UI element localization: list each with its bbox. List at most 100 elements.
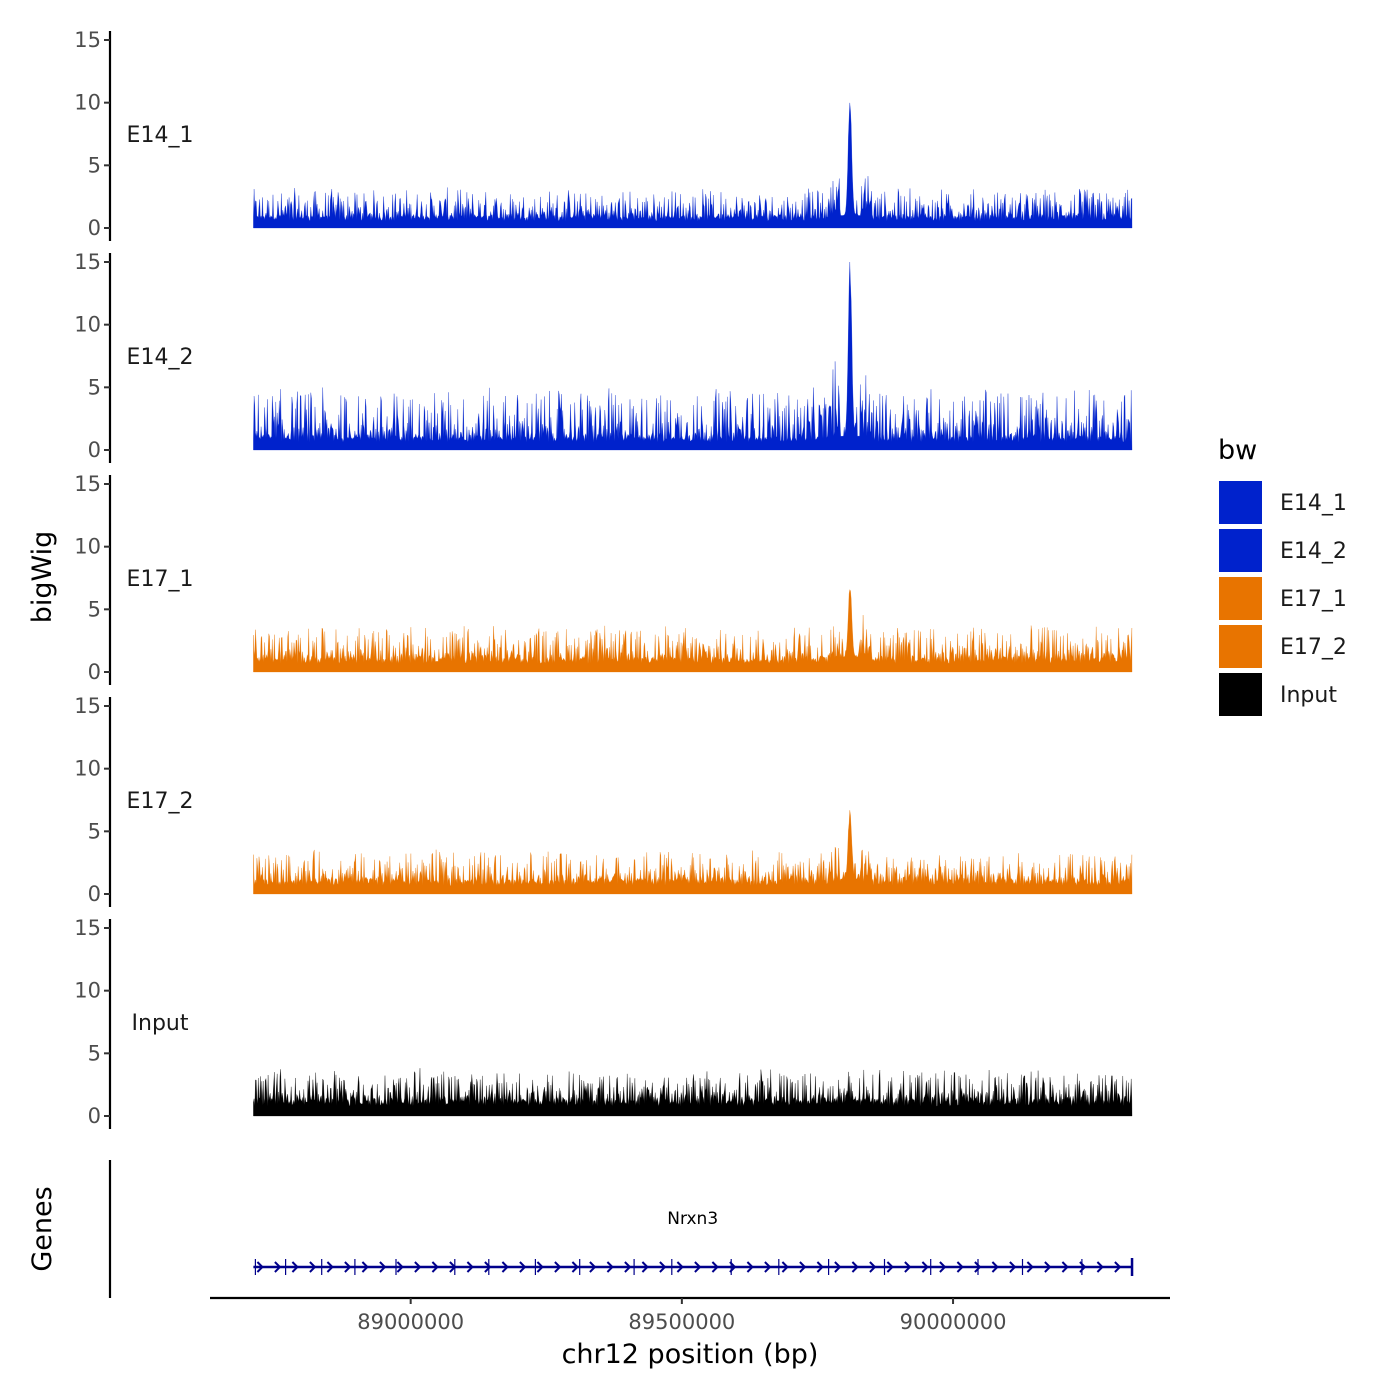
y-tick-label: 5 — [88, 375, 101, 399]
strand-chevron — [1114, 1261, 1122, 1273]
strand-chevron — [869, 1261, 877, 1273]
y-tick-label: 5 — [88, 819, 101, 843]
strand-chevron — [484, 1261, 492, 1273]
signal-tracks: 0 5 10 15 E14_1 0 5 10 15 E14_2 0 5 10 15 E17_1 0 5 10 15 E… — [74, 28, 1133, 1129]
legend-swatch-E17_1 — [1217, 575, 1264, 622]
strand-chevron — [361, 1261, 369, 1273]
strand-chevron — [589, 1261, 597, 1273]
track-label: E14_2 — [127, 345, 194, 370]
x-axis-title: chr12 position (bp) — [562, 1339, 819, 1370]
y-tick-label: 5 — [88, 153, 101, 177]
track-label: E14_1 — [127, 123, 194, 148]
strand-chevron — [536, 1261, 544, 1273]
strand-chevron — [431, 1261, 439, 1273]
strand-chevron — [501, 1261, 509, 1273]
strand-chevron — [309, 1261, 317, 1273]
strand-chevron — [291, 1261, 299, 1273]
gene-Nrxn3: Nrxn3 — [253, 1209, 1134, 1276]
strand-chevron — [571, 1261, 579, 1273]
strand-chevron — [974, 1261, 982, 1273]
strand-chevron — [746, 1261, 754, 1273]
track-label: E17_1 — [127, 567, 194, 592]
strand-chevron — [396, 1261, 404, 1273]
legend-swatch-Input — [1217, 671, 1264, 718]
legend-title: bw — [1218, 435, 1257, 466]
strand-chevron — [1044, 1261, 1052, 1273]
legend-label: E17_2 — [1280, 635, 1347, 660]
strand-chevron — [904, 1261, 912, 1273]
strand-chevron — [606, 1261, 614, 1273]
legend-swatch-E17_2 — [1217, 623, 1264, 670]
strand-chevron — [921, 1261, 929, 1273]
strand-chevron — [1096, 1261, 1104, 1273]
strand-chevron — [711, 1261, 719, 1273]
y-tick-label: 0 — [88, 438, 101, 462]
strand-chevron — [554, 1261, 562, 1273]
strand-chevron — [799, 1261, 807, 1273]
x-axis: 89000000 89500000 90000000 — [210, 1296, 1170, 1334]
track-E17_2: 0 5 10 15 E17_2 — [74, 694, 1133, 907]
legend-swatch-E14_2 — [1217, 527, 1264, 574]
strand-chevron — [641, 1261, 649, 1273]
strand-chevron — [659, 1261, 667, 1273]
legend-swatch-E14_1 — [1217, 479, 1264, 526]
strand-chevron — [624, 1261, 632, 1273]
y-tick-label: 15 — [74, 916, 101, 940]
y-tick-label: 5 — [88, 597, 101, 621]
y-axis-title: bigWig — [27, 531, 58, 624]
strand-chevron — [694, 1261, 702, 1273]
strand-chevron — [274, 1261, 282, 1273]
strand-chevron — [991, 1261, 999, 1273]
strand-chevron — [851, 1261, 859, 1273]
strand-chevron — [1061, 1261, 1069, 1273]
strand-chevron — [676, 1261, 684, 1273]
signal-area-Input — [253, 1068, 1133, 1117]
genes-panel: Nrxn3 — [108, 1160, 1134, 1298]
strand-chevron — [326, 1261, 334, 1273]
strand-chevron — [414, 1261, 422, 1273]
legend-label: E14_1 — [1280, 491, 1347, 516]
y-tick-label: 5 — [88, 1041, 101, 1065]
legend-label: E14_2 — [1280, 539, 1347, 564]
x-tick-label: 89500000 — [628, 1310, 735, 1334]
legend-label: Input — [1280, 683, 1337, 708]
track-Input: 0 5 10 15 Input — [74, 916, 1133, 1129]
y-tick-label: 0 — [88, 882, 101, 906]
track-label: Input — [132, 1011, 189, 1036]
genes-axis-title: Genes — [27, 1186, 58, 1271]
y-tick-label: 0 — [88, 216, 101, 240]
track-label: E17_2 — [127, 789, 194, 814]
y-tick-label: 0 — [88, 660, 101, 684]
strand-chevron — [834, 1261, 842, 1273]
y-tick-label: 15 — [74, 472, 101, 496]
y-tick-label: 15 — [74, 694, 101, 718]
strand-chevron — [886, 1261, 894, 1273]
legend: bw E14_1 E14_2 E17_1 E17_2 Input — [1217, 435, 1347, 718]
y-tick-label: 15 — [74, 28, 101, 52]
y-tick-label: 10 — [74, 535, 101, 559]
y-tick-label: 10 — [74, 91, 101, 115]
signal-area-E14_2 — [253, 261, 1133, 451]
strand-chevron — [956, 1261, 964, 1273]
strand-chevron — [1009, 1261, 1017, 1273]
strand-chevron — [466, 1261, 474, 1273]
strand-chevron — [816, 1261, 824, 1273]
y-tick-label: 15 — [74, 250, 101, 274]
signal-area-E14_1 — [253, 102, 1133, 229]
y-tick-label: 10 — [74, 313, 101, 337]
signal-area-E17_2 — [253, 810, 1133, 895]
strand-chevron — [1026, 1261, 1034, 1273]
signal-area-E17_1 — [253, 588, 1133, 673]
strand-chevron — [764, 1261, 772, 1273]
legend-label: E17_1 — [1280, 587, 1347, 612]
strand-chevron — [256, 1261, 264, 1273]
x-tick-label: 90000000 — [900, 1310, 1007, 1334]
y-tick-label: 10 — [74, 979, 101, 1003]
strand-chevron — [781, 1261, 789, 1273]
y-tick-label: 0 — [88, 1104, 101, 1128]
strand-chevron — [379, 1261, 387, 1273]
track-E17_1: 0 5 10 15 E17_1 — [74, 472, 1133, 685]
x-tick-label: 89000000 — [357, 1310, 464, 1334]
strand-chevron — [344, 1261, 352, 1273]
